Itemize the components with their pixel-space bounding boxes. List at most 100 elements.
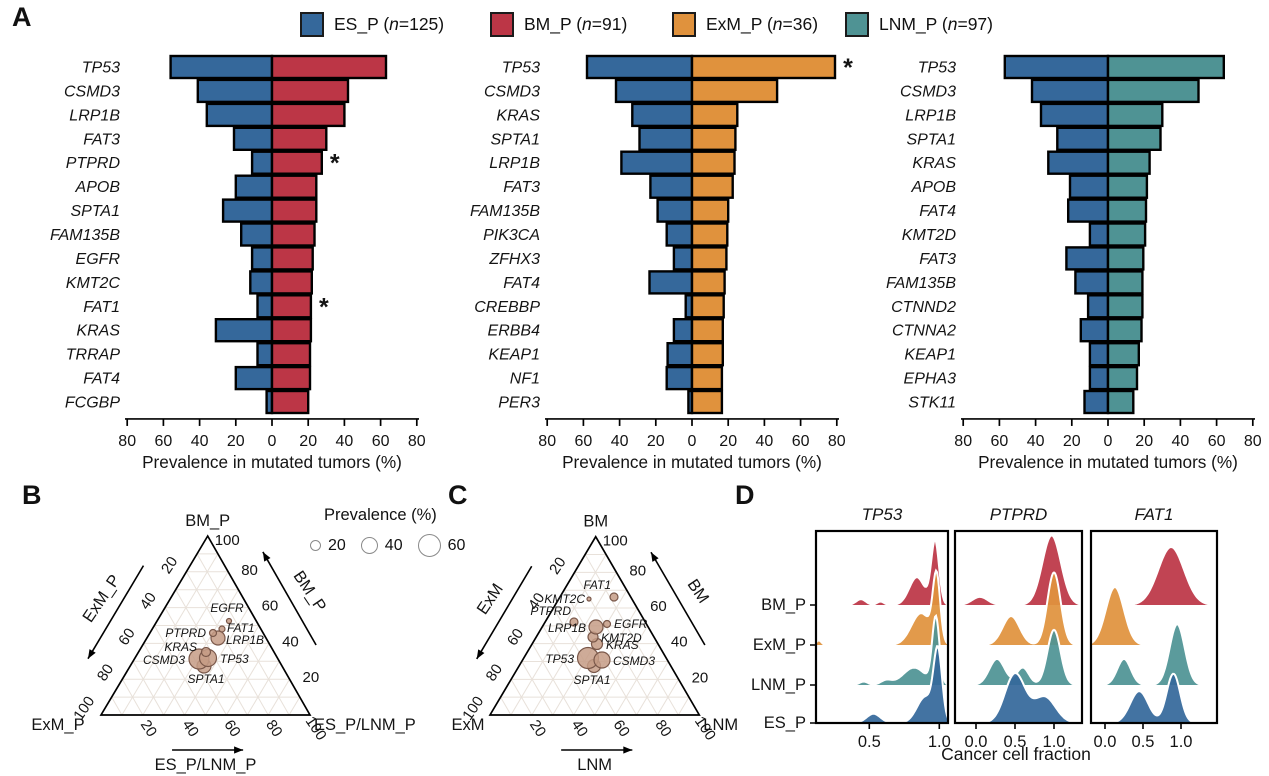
bar-ES_P-KRAS [214,318,274,343]
bar-ES_P-FAT3 [232,126,274,152]
ridge-panel-border-TP53 [814,529,950,725]
bar-ES_P-FAM135B [239,222,274,247]
bar-ES_P-FAM135B [1074,270,1110,295]
bar-ES_P-CSMD3 [614,78,694,104]
bar-ES_P-KEAP1 [1088,342,1110,367]
corner-label-bottom-left: ExM [452,716,485,734]
left-axis-title: ExM [473,580,506,617]
bar-LNM_P-KEAP1 [1106,342,1140,367]
legend-label-bmp: BM_P (n=91) [524,14,628,34]
x-axis-tick-label: 20 [647,433,665,450]
x-axis-tick-label: 80 [118,433,136,450]
ridge-x-tick-label: 0.5 [1132,733,1155,751]
size-label-40: 40 [384,536,403,554]
ternary-point-label-SPTA1: SPTA1 [187,672,224,686]
ternary-gridline [153,625,206,716]
right-axis-arrow [262,551,317,646]
legend-item-esp: ES_P (n=125) [300,12,444,37]
gene-label-FCGBP: FCGBP [65,395,120,412]
bottom-axis-arrow-head [234,746,244,754]
left-axis-arrow-head [476,649,485,659]
ternary-gridline [500,696,512,716]
size-circle-40 [360,537,378,554]
bar-ES_P-LRP1B [205,102,274,128]
bar-BM_P-LRP1B [270,102,346,128]
bar-LNM_P-KMT2D [1106,222,1147,247]
ternary-gridline [584,554,679,716]
ternary-point-label-FAT1: FAT1 [583,578,611,592]
gene-label-FAT3: FAT3 [503,179,540,196]
gene-label-KRAS: KRAS [76,323,120,340]
bar-ES_P-CTNNA2 [1079,318,1110,343]
bar-ES_P-EPHA3 [1088,365,1110,391]
right-axis-tick-label: 20 [303,669,320,686]
gene-label-NF1: NF1 [510,371,540,388]
ternary-point-FAT1 [609,592,619,602]
x-axis-tick-label: 80 [538,433,556,450]
bar-LNM_P-TP53 [1106,54,1226,80]
gene-label-CSMD3: CSMD3 [900,83,956,100]
bar-LNM_P-APOB [1106,174,1149,199]
gene-label-LRP1B: LRP1B [905,107,956,124]
gene-label-LRP1B: LRP1B [69,107,120,124]
x-axis-tick-label: 40 [1172,433,1190,450]
corner-label-top: BM [583,513,608,531]
left-axis-tick-label: 80 [483,661,506,684]
ridge-outline-TP53-ES_P [816,645,948,723]
bar-LNM_P-LRP1B [1106,102,1164,128]
bar-BM_P-SPTA1 [270,198,318,223]
right-axis-tick-label: 60 [262,598,279,615]
bar-ES_P-KMT2C [249,270,274,295]
bar-BM_P-FAM135B [270,222,316,247]
ternary-point-label-LRP1B: LRP1B [226,633,264,647]
bar-ES_P-FAT1 [256,294,274,319]
ternary-gridline [521,661,554,716]
right-axis-tick-label: 40 [282,633,299,650]
gene-label-FAT4: FAT4 [503,275,540,292]
left-axis-tick-label: 40 [137,589,160,612]
x-axis-title: Prevalence in mutated tumors (%) [142,452,402,472]
bar-BM_P-TRRAP [270,342,312,367]
ternary-gridline [196,553,290,716]
ternary-point-label-KMT2C: KMT2C [544,592,585,606]
right-axis-title: BM [684,576,713,607]
ridge-outline-FAT1-ExM_P [1091,585,1217,646]
bar-ES_P-FAM135B [656,198,694,223]
ridge-panel-title-PTPRD: PTPRD [990,505,1048,524]
gene-label-TP53: TP53 [918,60,956,77]
ridge-xaxis-title: Cancer cell fraction [941,744,1091,764]
gene-label-FAT3: FAT3 [919,251,956,268]
gene-label-PTPRD: PTPRD [66,155,121,172]
gene-label-PIK3CA: PIK3CA [483,227,540,244]
legend-swatch-exmp [672,12,696,37]
ridge-FAT1-BM_P [1091,547,1217,605]
bottom-axis-title: LNM [577,756,612,774]
gene-label-KRAS: KRAS [912,155,956,172]
left-axis-tick-label: 40 [525,590,548,613]
legend-swatch-bmp [490,12,514,37]
ternary-point-label-CSMD3: CSMD3 [143,653,185,667]
x-axis-tick-label: 80 [954,433,972,450]
ternary-point-PTPRD [569,617,579,627]
x-axis-tick-label: 0 [688,433,697,450]
x-axis-tick-label: 80 [1244,433,1262,450]
ridge-x-tick-label: 0.0 [1094,733,1117,751]
bar-LNM_P-STK11 [1106,389,1135,415]
bar-LNM_P-EPHA3 [1106,365,1139,391]
bar-ExM_P-PER3 [690,389,724,415]
gene-label-EGFR: EGFR [76,251,121,268]
gene-label-TP53: TP53 [502,60,540,77]
significance-star-PTPRD: * [330,150,340,178]
gene-label-KEAP1: KEAP1 [488,347,540,364]
ridge-row-label-BM_P: BM_P [761,596,806,614]
ternary-gridline [111,696,123,716]
bar-ES_P-SPTA1 [1056,126,1110,152]
ridge-x-tick-label: 0.5 [1004,733,1027,751]
gene-label-CREBBP: CREBBP [474,299,540,316]
ridge-x-tick-label: 1.0 [1170,733,1193,751]
ternary-gridline [185,571,269,716]
x-axis-tick-label: 40 [1027,433,1045,450]
ridge-x-tick-label: 1.0 [1043,733,1066,751]
x-axis-tick-label: 40 [191,433,209,450]
gene-label-SPTA1: SPTA1 [907,131,957,148]
